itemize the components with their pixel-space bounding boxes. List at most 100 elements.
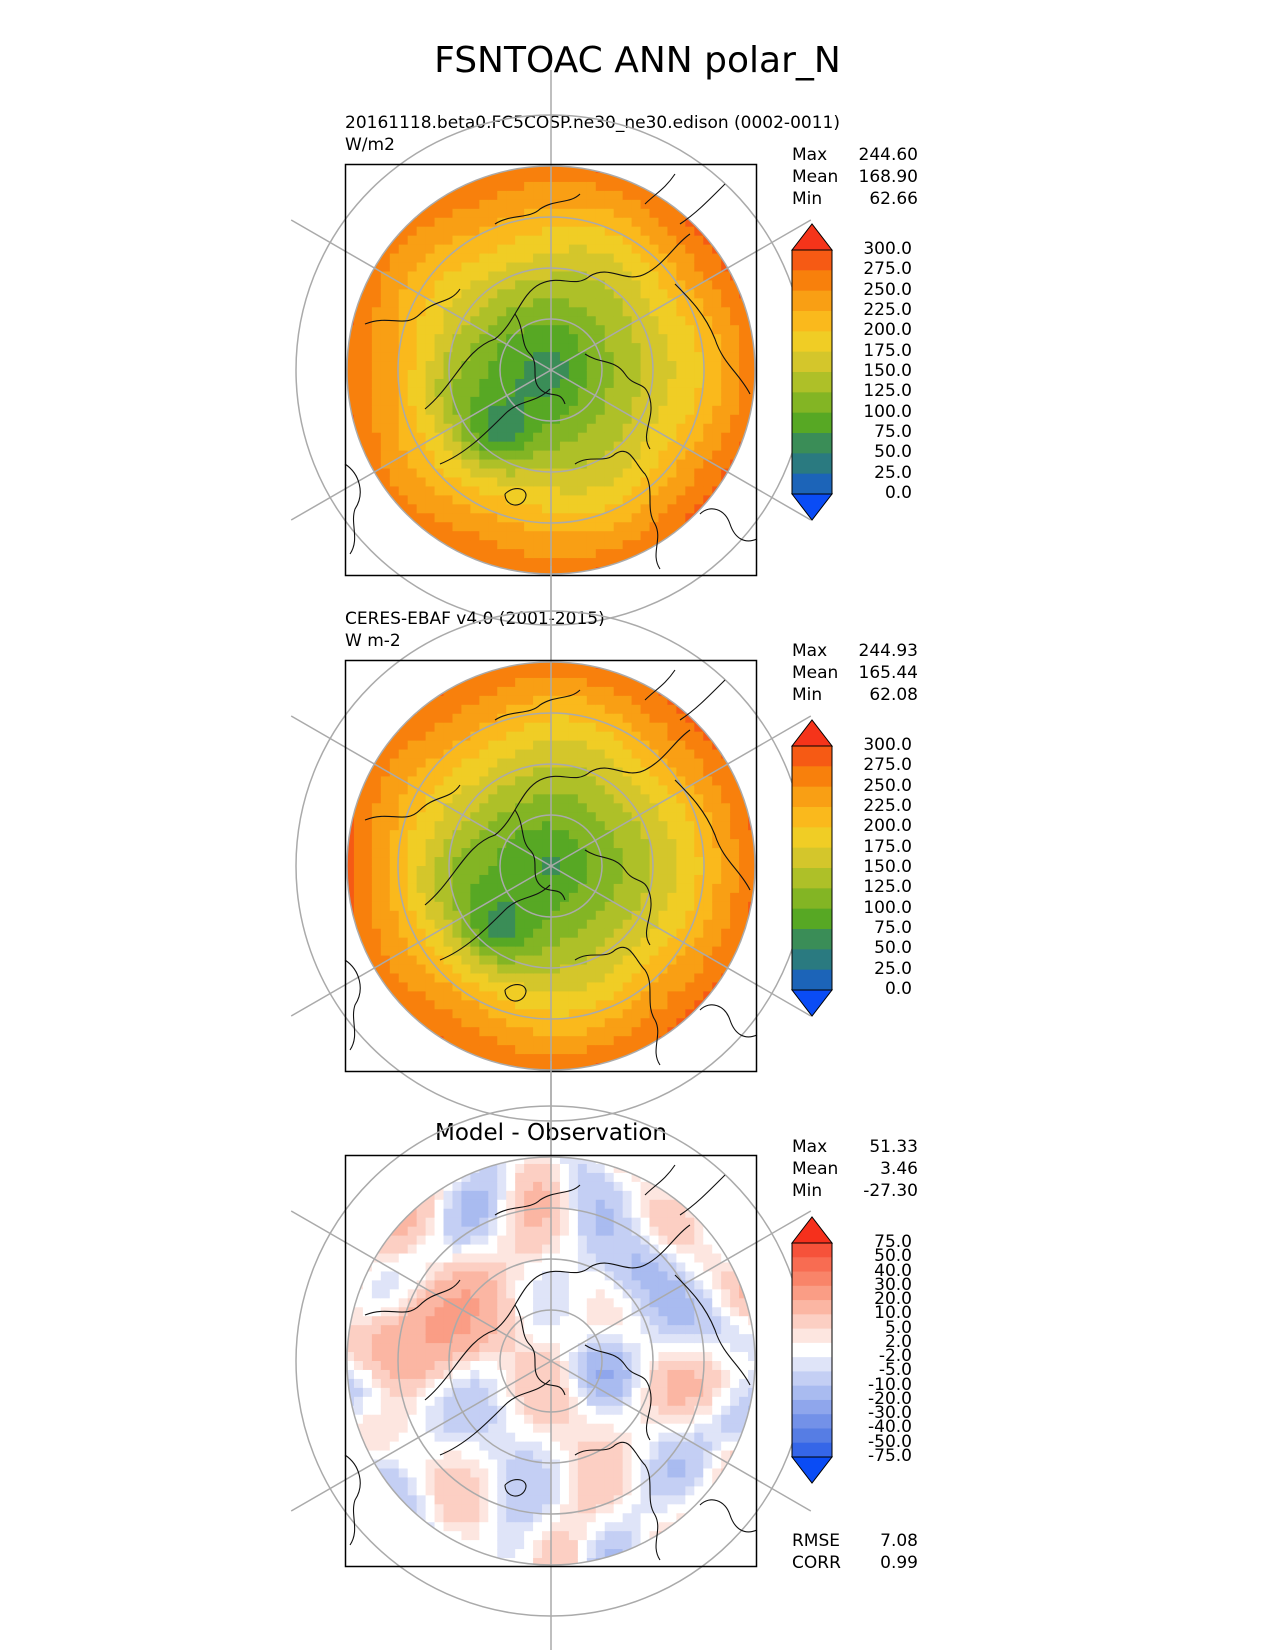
field-cell — [470, 937, 480, 948]
field-cell — [470, 785, 480, 795]
field-cell — [577, 1423, 588, 1434]
field-cell — [497, 1468, 507, 1479]
field-cell — [488, 172, 498, 183]
field-cell — [622, 1396, 633, 1407]
field-cell — [371, 937, 382, 948]
field-cell — [667, 1459, 677, 1470]
field-cell — [613, 1531, 624, 1541]
figure-title: FSNTOAC ANN polar_N — [434, 40, 841, 81]
field-cell — [407, 910, 418, 921]
field-cell — [559, 1504, 570, 1514]
field-cell — [658, 1027, 669, 1037]
field-cell — [559, 361, 570, 371]
field-cell — [524, 1018, 534, 1028]
field-cell — [542, 1316, 552, 1326]
field-cell — [703, 955, 713, 966]
field-cell — [407, 1253, 418, 1264]
field-cell — [649, 361, 660, 371]
field-cell — [416, 937, 427, 948]
field-cell — [497, 973, 507, 984]
field-cell — [398, 1325, 409, 1335]
field-cell — [506, 540, 516, 550]
field-cell — [595, 695, 606, 706]
field-cell — [658, 307, 669, 317]
field-cell — [479, 396, 489, 407]
field-cell — [506, 946, 516, 957]
field-cell — [425, 892, 436, 903]
field-cell — [416, 1235, 427, 1246]
field-cell — [551, 785, 561, 795]
field-cell — [631, 1343, 642, 1353]
field-cell — [452, 713, 463, 724]
field-cell — [542, 1000, 552, 1010]
field-cell — [434, 1459, 445, 1470]
field-cell — [676, 767, 686, 778]
field-cell — [398, 767, 409, 778]
field-cell — [667, 307, 677, 317]
field-cell — [407, 325, 418, 335]
field-cell — [649, 1450, 660, 1461]
field-cell — [694, 352, 704, 362]
field-cell — [613, 1009, 624, 1019]
field-cell — [470, 477, 480, 488]
field-cell — [622, 1235, 633, 1246]
field-cell — [712, 758, 722, 769]
field-cell — [559, 1280, 570, 1290]
field-cell — [640, 1325, 651, 1335]
field-cell — [506, 298, 516, 308]
field-cell — [434, 1280, 445, 1290]
field-cell — [631, 740, 642, 751]
field-cell — [577, 468, 588, 479]
field-cell — [443, 1441, 454, 1452]
field-cell — [667, 217, 677, 228]
field-cell — [577, 450, 588, 461]
field-cell — [416, 713, 427, 724]
field-cell — [434, 271, 445, 282]
field-cell — [425, 982, 436, 992]
field-cell — [613, 910, 624, 921]
field-cell — [371, 946, 382, 957]
field-cell — [685, 352, 695, 362]
field-cell — [613, 405, 624, 416]
field-cell — [586, 1441, 597, 1452]
field-cell — [542, 1280, 552, 1290]
field-cell — [640, 1343, 651, 1353]
field-cell — [559, 1190, 570, 1201]
field-cell — [748, 378, 755, 389]
field-cell — [649, 540, 660, 550]
field-cell — [407, 1325, 418, 1335]
field-cell — [551, 468, 561, 479]
field-cell — [676, 370, 686, 380]
field-cell — [658, 910, 669, 921]
field-cell — [506, 874, 516, 885]
field-cell — [542, 1262, 552, 1273]
field-cell — [568, 1298, 579, 1308]
field-cell — [488, 540, 498, 550]
field-cell — [425, 919, 436, 930]
field-cell — [622, 1325, 633, 1335]
field-cell — [658, 432, 669, 443]
field-cell — [497, 704, 507, 715]
field-cell — [613, 946, 624, 957]
field-cell — [542, 1289, 552, 1299]
field-cell — [452, 830, 463, 840]
field-cell — [586, 749, 597, 760]
field-cell — [452, 1208, 463, 1219]
field-cell — [515, 857, 525, 867]
field-cell — [461, 280, 471, 290]
field-cell — [559, 1531, 570, 1541]
field-cell — [434, 495, 445, 505]
field-cell — [631, 208, 642, 219]
colorbar-swatch — [792, 766, 832, 788]
field-cell — [461, 991, 471, 1001]
field-cell — [470, 289, 480, 299]
field-cell — [595, 262, 606, 273]
field-cell — [604, 1432, 615, 1443]
field-cell — [703, 477, 713, 488]
field-cell — [586, 1036, 597, 1046]
field-cell — [551, 226, 561, 237]
map-field — [347, 1157, 755, 1565]
field-cell — [613, 522, 624, 532]
field-cell — [425, 1226, 436, 1237]
field-cell — [559, 199, 570, 210]
